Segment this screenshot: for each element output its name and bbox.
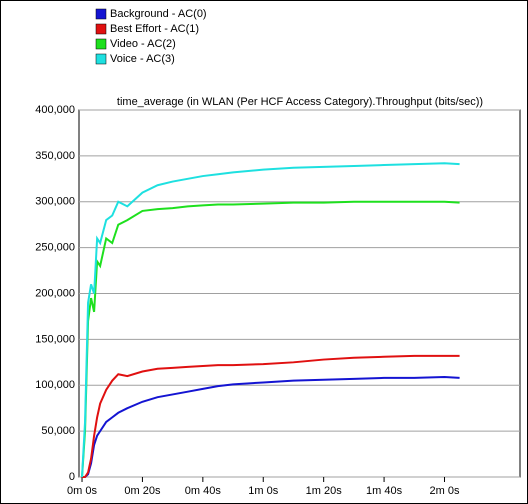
x-tick-label: 0m 40s [185, 485, 222, 497]
legend-swatch [95, 8, 107, 20]
series-line [81, 200, 460, 478]
series-line [82, 375, 460, 478]
y-tick-label: 250,000 [35, 242, 75, 254]
legend-label: Video - AC(2) [110, 38, 176, 50]
y-tick-label: 350,000 [35, 150, 75, 162]
y-tick-label: 400,000 [35, 104, 75, 116]
y-tick-label: 0 [69, 471, 75, 483]
legend-label: Best Effort - AC(1) [110, 23, 199, 35]
legend-swatch [95, 23, 107, 35]
legend-swatch [95, 53, 107, 65]
x-tick-label: 2m 0s [430, 485, 460, 497]
y-tick-label: 200,000 [35, 287, 75, 299]
y-tick-label: 300,000 [35, 196, 75, 208]
legend-label: Background - AC(0) [110, 8, 207, 20]
series-line [81, 162, 460, 478]
series-line [82, 354, 460, 478]
chart-title: time_average (in WLAN (Per HCF Access Ca… [117, 96, 483, 108]
legend-label: Voice - AC(3) [110, 53, 175, 65]
x-tick-label: 1m 40s [366, 485, 403, 497]
y-tick-label: 50,000 [41, 425, 75, 437]
x-tick-label: 0m 20s [124, 485, 161, 497]
x-tick-label: 0m 0s [67, 485, 97, 497]
y-tick-label: 150,000 [35, 333, 75, 345]
y-tick-label: 100,000 [35, 379, 75, 391]
x-tick-label: 1m 0s [248, 485, 278, 497]
x-tick-label: 1m 20s [306, 485, 343, 497]
legend-swatch [95, 38, 107, 50]
